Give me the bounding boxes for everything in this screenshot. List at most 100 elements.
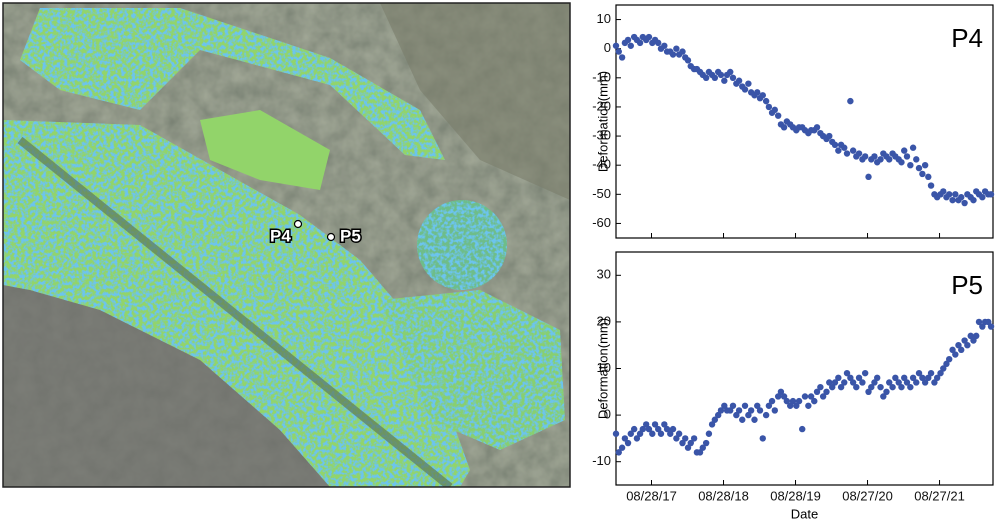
data-point	[931, 379, 938, 386]
data-point	[612, 430, 620, 437]
data-point	[813, 124, 821, 131]
data-point	[733, 411, 740, 419]
y-tick-label: 20	[597, 313, 611, 328]
data-point	[949, 346, 956, 354]
satellite-map	[3, 3, 570, 487]
point-label: P5	[340, 226, 361, 245]
data-point	[811, 397, 818, 405]
data-point	[877, 383, 884, 391]
data-point	[871, 153, 878, 160]
data-point	[687, 439, 694, 447]
data-point	[745, 80, 752, 87]
data-point	[886, 379, 893, 386]
data-point	[699, 444, 707, 451]
data-point	[786, 402, 794, 409]
data-point	[849, 147, 857, 154]
chart-title: P4	[951, 23, 983, 53]
data-point	[847, 374, 854, 382]
data-point	[639, 425, 647, 433]
x-axis-label: Date	[791, 506, 818, 521]
data-point	[771, 407, 779, 414]
data-point	[696, 449, 704, 456]
data-point	[783, 397, 791, 405]
data-point	[973, 332, 980, 340]
data-point	[970, 196, 977, 204]
data-point	[813, 388, 821, 395]
data-point	[925, 173, 932, 181]
data-point	[661, 421, 668, 428]
data-point	[679, 439, 686, 447]
data-point	[849, 379, 857, 386]
data-point	[624, 439, 632, 447]
data-point	[952, 191, 959, 198]
map-frame	[2, 2, 571, 488]
data-point	[780, 124, 788, 131]
data-point	[735, 77, 743, 84]
data-point	[921, 161, 929, 169]
data-point	[955, 342, 962, 349]
data-point	[865, 173, 872, 181]
data-point	[765, 103, 773, 111]
data-point	[913, 156, 920, 163]
data-point	[903, 153, 911, 160]
data-point	[946, 355, 953, 363]
data-point	[817, 383, 824, 391]
data-point	[987, 323, 995, 330]
data-point	[859, 379, 866, 386]
data-point	[762, 411, 770, 419]
data-point	[961, 199, 968, 207]
data-point	[754, 89, 761, 96]
data-point	[949, 196, 956, 204]
data-point	[618, 444, 626, 451]
data-point	[841, 379, 848, 386]
y-axis-label: Deformation(mm)	[595, 318, 610, 419]
data-point	[919, 374, 926, 382]
data-point	[795, 397, 803, 405]
data-point	[708, 421, 716, 428]
data-point	[805, 402, 812, 409]
data-point	[684, 57, 692, 64]
data-point	[618, 54, 626, 61]
data-point	[901, 374, 908, 382]
data-point	[837, 383, 845, 391]
data-point	[843, 369, 851, 377]
x-tick-label: 08/27/21	[914, 488, 965, 503]
data-point	[915, 164, 923, 172]
data-point	[958, 346, 965, 354]
point-marker	[326, 232, 336, 242]
data-point	[921, 379, 929, 386]
data-point	[927, 182, 935, 189]
data-point	[946, 191, 953, 198]
data-point	[901, 147, 908, 154]
data-point	[855, 150, 863, 157]
y-tick-label: -10	[592, 69, 611, 84]
y-axis-label: Deformation(mm)	[595, 71, 610, 172]
y-tick-label: -60	[592, 215, 611, 230]
data-point	[754, 402, 761, 409]
data-point	[684, 444, 692, 451]
y-tick-label: -40	[592, 157, 611, 172]
data-point	[979, 194, 986, 201]
data-point	[729, 402, 737, 409]
data-point	[979, 323, 986, 330]
x-tick-label: 08/28/17	[626, 488, 677, 503]
data-point	[975, 318, 983, 326]
deformation-overlay	[3, 8, 565, 487]
y-tick-label: -20	[592, 98, 611, 113]
data-point	[861, 369, 869, 377]
data-point	[711, 74, 719, 82]
data-point	[721, 402, 728, 409]
data-point	[937, 369, 944, 377]
data-point	[739, 416, 746, 423]
data-point	[853, 383, 860, 391]
data-point	[645, 425, 653, 433]
data-point	[675, 430, 683, 437]
data-point	[873, 374, 881, 382]
x-tick-label: 08/27/20	[842, 488, 893, 503]
data-point	[799, 425, 806, 433]
data-point	[633, 435, 641, 442]
data-point	[964, 342, 971, 349]
data-point	[751, 416, 758, 423]
data-point	[913, 379, 920, 386]
data-point	[987, 191, 995, 198]
